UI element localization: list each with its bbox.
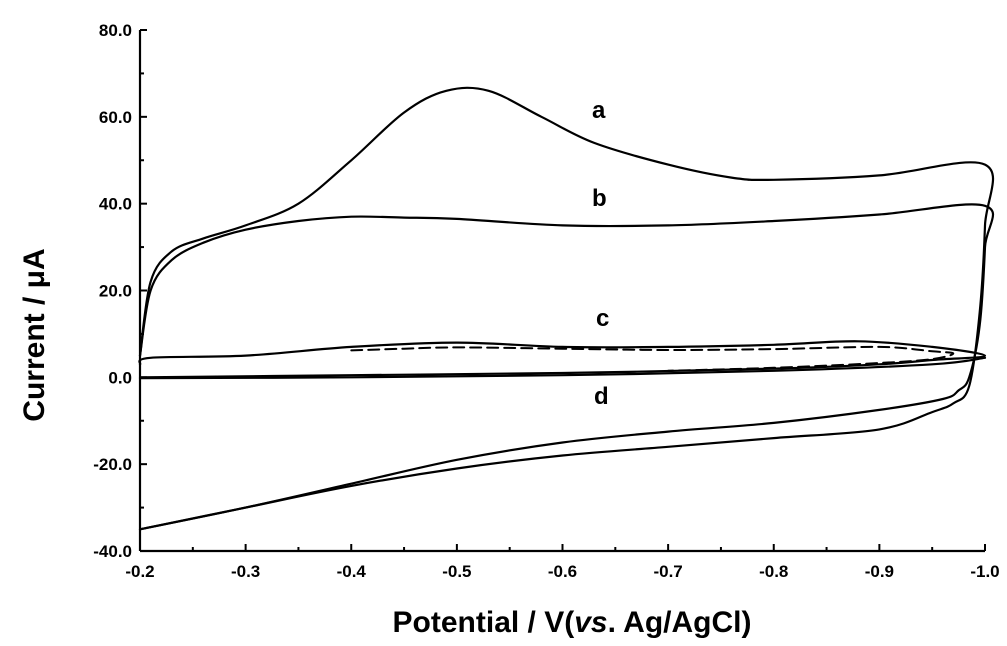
x-tick-label: -0.3 (231, 562, 260, 581)
x-tick-label: -0.2 (125, 562, 154, 581)
x-tick-label: -0.5 (442, 562, 471, 581)
x-tick-label: -0.7 (653, 562, 682, 581)
series-b-line (138, 203, 995, 531)
curves-group (138, 86, 995, 531)
y-tick-label: 40.0 (99, 195, 132, 214)
x-tick-label: -0.6 (548, 562, 577, 581)
curve-label-b: b (592, 185, 607, 212)
series-c-dashed-line (350, 345, 955, 372)
series-c-line (138, 340, 987, 379)
y-tick-label: 80.0 (99, 21, 132, 40)
curve-label-a: a (592, 97, 606, 124)
curve-label-c: c (596, 305, 609, 332)
x-tick-label: -0.8 (759, 562, 788, 581)
x-tick-label: -0.9 (865, 562, 894, 581)
curve-labels-group: a b c d (592, 97, 609, 410)
y-tick-label: 60.0 (99, 108, 132, 127)
y-tick-label: 20.0 (99, 282, 132, 301)
y-tick-label: -20.0 (93, 455, 132, 474)
curve-label-d: d (594, 383, 609, 410)
x-tick-label: -1.0 (970, 562, 999, 581)
y-tick-label: -40.0 (93, 542, 132, 561)
y-axis-title: Current / μA (18, 248, 51, 421)
x-tick-label: -0.4 (337, 562, 367, 581)
series-a-line (138, 86, 995, 531)
axes-group: 80.0 60.0 40.0 20.0 0.0 -20.0 -40.0-0.2 -0.3 -0.… (93, 21, 999, 581)
series-d-line (138, 356, 987, 380)
y-tick-label: 0.0 (108, 368, 132, 387)
x-axis-title: Potential / V(vs. Ag/AgCl) (393, 606, 752, 639)
